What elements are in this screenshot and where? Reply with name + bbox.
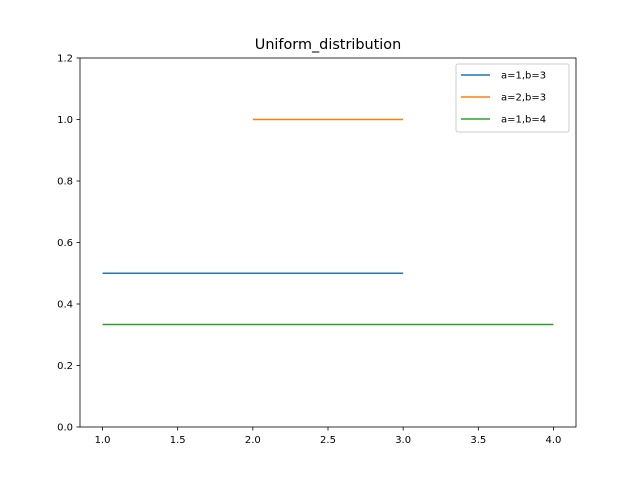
legend-box [455,63,570,133]
y-tick-label: 1.0 [57,115,73,126]
y-tick-label: 0.4 [57,300,73,311]
y-tick-label: 0.0 [57,423,73,434]
y-tick-label: 1.2 [57,54,73,65]
y-tick-label: 0.8 [57,177,73,188]
axes: 1.0 1.5 2.0 2.5 3.0 3.5 4.0 0.0 0.2 0.4 0.6 0.8 1.0 1… [57,54,577,446]
legend: a=1,b=3 a=2,b=3 a=1,b=4 [455,63,570,133]
x-tick-label: 1.0 [95,435,111,446]
x-tick-label: 3.5 [470,435,486,446]
x-tick-label: 2.5 [320,435,336,446]
legend-label-3: a=1,b=4 [501,115,546,126]
x-tick-label: 4.0 [546,435,562,446]
chart-title: Uniform_distribution [255,37,401,53]
y-tick-label: 0.2 [57,361,73,372]
legend-label-1: a=1,b=3 [501,71,546,82]
x-tick-label: 3.0 [395,435,411,446]
y-tick-label: 0.6 [57,238,73,249]
legend-label-2: a=2,b=3 [501,93,546,104]
x-tick-label: 1.5 [170,435,186,446]
series-lines [102,118,554,326]
x-tick-label: 2.0 [245,435,261,446]
